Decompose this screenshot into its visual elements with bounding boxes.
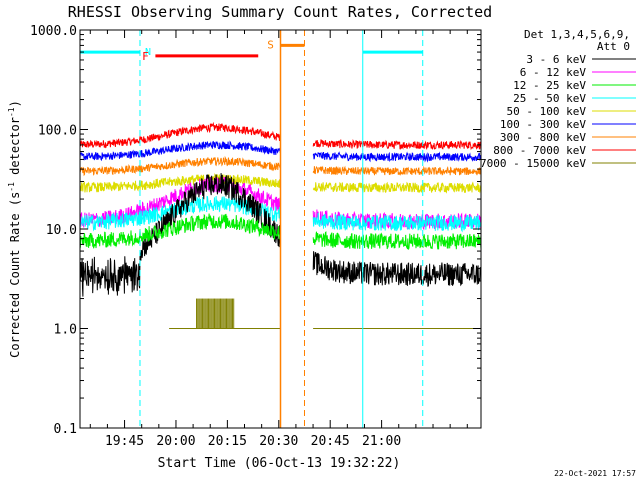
x-tick-label: 21:00: [362, 434, 401, 449]
series-line: [80, 155, 481, 177]
x-tick-label: 20:00: [156, 434, 195, 449]
series-line: [80, 121, 481, 151]
series-line: [80, 213, 481, 250]
plot-area: NF S: [80, 30, 481, 428]
night-label: N: [145, 47, 151, 58]
legend-label: 3 - 6 keV: [526, 53, 586, 66]
series-line: [80, 195, 481, 233]
legend-header-line1: Det 1,3,4,5,6,9,: [524, 28, 630, 41]
x-axis: 19:45 20:00 20:15 20:30 20:45 21:00: [89, 30, 468, 449]
series-line: [80, 173, 481, 297]
y-tick-label: 1000.0: [30, 24, 77, 39]
x-tick-label: 20:30: [259, 434, 298, 449]
legend-label: 300 - 800 keV: [500, 131, 586, 144]
y-axis-label: Corrected Count Rate (s-1 detector-1): [7, 100, 22, 358]
legend-header-line2: Att 0: [597, 40, 630, 53]
legend-label: 7000 - 15000 keV: [480, 157, 586, 170]
saa-label: S: [267, 38, 274, 51]
timestamp: 22-Oct-2021 17:57: [554, 469, 636, 478]
legend-label: 12 - 25 keV: [513, 79, 586, 92]
legend-label: 50 - 100 keV: [507, 105, 587, 118]
y-axis: 0.1 1.0 10.0 100.0 1000.0: [30, 24, 481, 437]
y-tick-label: 10.0: [46, 223, 77, 238]
x-axis-label: Start Time (06-Oct-13 19:32:22): [158, 456, 401, 471]
series-line: [80, 140, 481, 163]
y-tick-label: 100.0: [38, 124, 77, 139]
legend-label: 6 - 12 keV: [520, 66, 587, 79]
y-tick-label: 1.0: [54, 323, 77, 338]
chart-title: RHESSI Observing Summary Count Rates, Co…: [68, 3, 492, 21]
series-line: [80, 173, 481, 194]
legend-label: 25 - 50 keV: [513, 92, 586, 105]
legend-label: 100 - 300 keV: [500, 118, 586, 131]
flare-label: F: [142, 50, 149, 63]
x-tick-label: 20:15: [208, 434, 247, 449]
x-tick-label: 20:45: [311, 434, 350, 449]
x-tick-label: 19:45: [105, 434, 144, 449]
y-tick-label: 0.1: [54, 422, 77, 437]
legend-label: 800 - 7000 keV: [493, 144, 586, 157]
